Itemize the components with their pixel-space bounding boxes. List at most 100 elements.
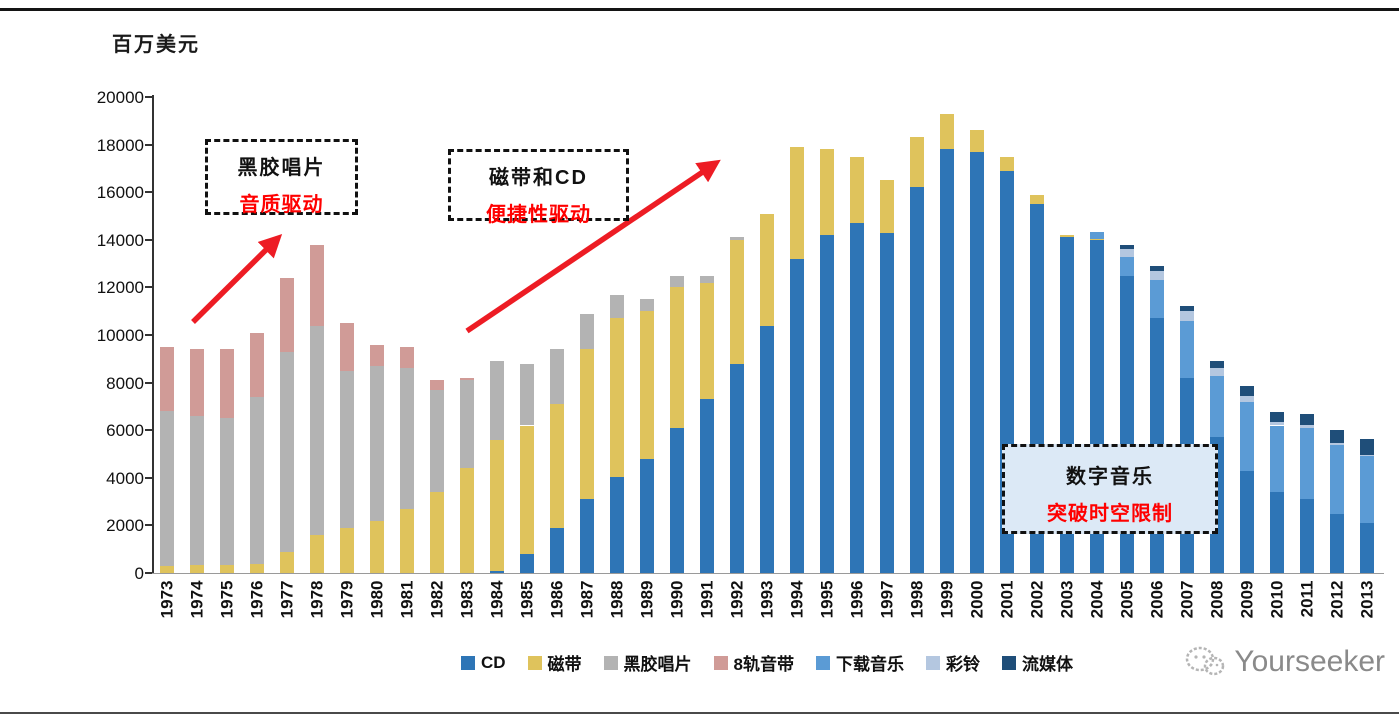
annotation-cassette-cd-line2: 便捷性驱动 [486,204,591,226]
bar-segment-彩铃-2006 [1150,270,1164,281]
bar-segment-彩铃-2009 [1240,395,1254,402]
y-tick-mark [145,238,152,241]
bar-segment-磁带-1979 [340,527,354,573]
x-tick-label: 1981 [397,580,417,619]
x-tick-label: 2004 [1087,580,1107,619]
x-tick-label: 1973 [157,580,177,619]
x-tick-label: 2005 [1117,580,1137,619]
bar-segment-黑胶唱片-1982 [430,389,444,493]
x-tick-label: 1998 [907,580,927,619]
legend-swatch [1002,655,1017,670]
legend-item-黑胶唱片: 黑胶唱片 [603,650,692,675]
bar-segment-8轨音带-1976 [250,332,264,397]
top-rule [0,8,1399,11]
y-tick-mark [145,572,152,574]
bar-segment-CD-1989 [640,458,654,573]
bar-segment-CD-1998 [910,187,924,573]
annotation-vinyl: 黑胶唱片 音质驱动 [205,139,358,216]
bar-segment-CD-1996 [850,223,864,573]
bar-segment-CD-1999 [940,149,954,573]
bar-segment-流媒体-2013 [1360,438,1374,456]
annotation-digital-line1: 数字音乐 [1066,466,1154,488]
y-tick-mark [145,476,152,479]
bar-segment-下载音乐-2004 [1090,231,1104,239]
bar-segment-CD-1990 [670,427,684,573]
x-tick-label: 1992 [727,580,747,619]
x-tick-label: 2006 [1147,580,1167,619]
bar-segment-磁带-1984 [490,439,504,571]
bar-segment-磁带-1980 [370,520,384,573]
bar-segment-8轨音带-1975 [220,349,234,419]
bar-segment-CD-2000 [970,151,984,573]
bar-segment-彩铃-2012 [1330,443,1344,445]
bar-segment-CD-1991 [700,399,714,573]
legend: CD 磁带 黑胶唱片 8轨音带 下载音乐 彩铃 流媒体 [152,650,1382,675]
x-tick-label: 1995 [817,580,837,619]
bar-segment-黑胶唱片-1979 [340,370,354,528]
bar-segment-磁带-1973 [160,565,174,573]
legend-label: CD [480,652,506,672]
x-tick-label: 2013 [1357,580,1377,619]
watermark-icon [1186,646,1225,676]
bar-segment-流媒体-2007 [1180,306,1194,312]
annotation-cassette-cd-line1: 磁带和CD [489,167,588,189]
legend-item-磁带: 磁带 [527,650,582,675]
x-tick-label: 1993 [757,580,777,619]
bar-segment-流媒体-2012 [1330,430,1344,444]
bar-segment-CD-2012 [1330,513,1344,573]
x-tick-label: 1986 [547,580,567,619]
bar-segment-磁带-1985 [520,425,534,554]
bar-segment-CD-1988 [610,476,624,573]
bar-segment-黑胶唱片-1976 [250,396,264,564]
bar-segment-磁带-1986 [550,404,564,528]
x-tick-label: 2010 [1267,580,1287,619]
bar-segment-磁带-1983 [460,468,474,573]
bar-segment-8轨音带-1983 [460,377,474,381]
x-tick-label: 1994 [787,580,807,619]
legend-label: 黑胶唱片 [623,655,692,674]
bar-segment-彩铃-2013 [1360,454,1374,457]
x-tick-label: 1984 [487,580,507,619]
bar-segment-8轨音带-1981 [400,346,414,369]
bar-segment-流媒体-2009 [1240,386,1254,396]
x-tick-label: 1991 [697,580,717,619]
legend-swatch [603,655,618,670]
bar-segment-黑胶唱片-1985 [520,363,534,426]
bar-segment-8轨音带-1980 [370,344,384,366]
bar-segment-彩铃-2011 [1300,425,1314,428]
bar-segment-下载音乐-2006 [1150,280,1164,319]
bar-segment-8轨音带-1974 [190,349,204,416]
y-tick-label: 6000 [106,421,144,441]
bar-segment-磁带-1995 [820,149,834,235]
x-tick-label: 1989 [637,580,657,619]
x-tick-label: 2002 [1027,580,1047,619]
annotation-cassette-cd: 磁带和CD 便捷性驱动 [448,149,629,226]
bar-segment-流媒体-2011 [1300,413,1314,426]
x-tick-label: 1982 [427,580,447,619]
x-tick-label: 2012 [1327,580,1347,619]
legend-swatch [816,655,831,670]
x-tick-label: 1997 [877,580,897,619]
x-tick-label: 2011 [1297,580,1317,618]
y-tick-mark [145,381,152,384]
bar-segment-磁带-1981 [400,508,414,573]
x-tick-label: 1996 [847,580,867,619]
bar-segment-黑胶唱片-1980 [370,365,384,521]
bar-segment-CD-1985 [520,554,534,573]
bar-segment-黑胶唱片-1974 [190,415,204,565]
bar-segment-下载音乐-2007 [1180,320,1194,378]
bar-segment-磁带-1987 [580,349,594,500]
bar-segment-磁带-1989 [640,311,654,459]
bar-segment-黑胶唱片-1990 [670,275,684,288]
legend-item-流媒体: 流媒体 [1002,650,1073,675]
y-tick-label: 16000 [96,183,144,203]
bar-segment-8轨音带-1973 [160,346,174,412]
y-tick-mark [145,286,152,289]
bar-segment-黑胶唱片-1977 [280,351,294,552]
y-axis-line [152,95,154,574]
bar-segment-流媒体-2006 [1150,265,1164,271]
bar-segment-CD-2009 [1240,470,1254,573]
bar-segment-黑胶唱片-1981 [400,368,414,509]
bar-segment-磁带-1996 [850,156,864,224]
annotation-digital-line2: 突破时空限制 [1047,503,1173,525]
